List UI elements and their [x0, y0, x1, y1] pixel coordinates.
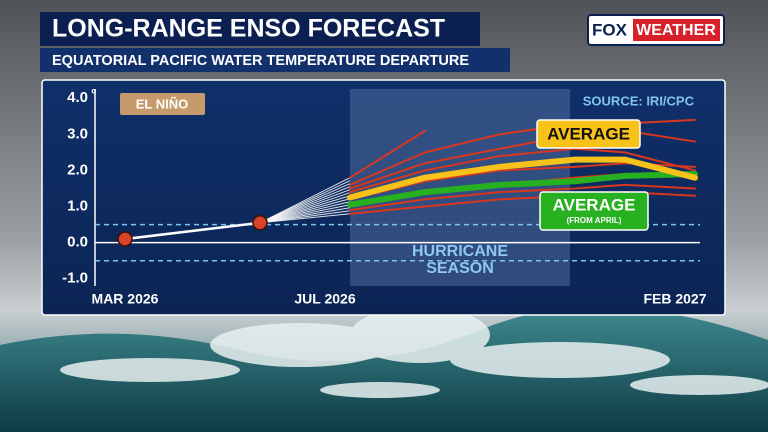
legend-box	[539, 191, 649, 231]
uncertainty-hatch	[259, 177, 351, 224]
average-line	[347, 156, 698, 201]
model-line	[349, 147, 696, 194]
y-tick-label: 4.0	[67, 89, 88, 106]
model-line	[349, 129, 426, 179]
legend-label: AVERAGE	[547, 124, 630, 143]
observed-point	[117, 231, 133, 247]
hurricane-season-label: SEASON	[426, 260, 494, 277]
logo-red	[633, 19, 720, 41]
badge-box	[120, 93, 205, 115]
hurricane-season-label: HURRICANE	[412, 243, 508, 260]
background-sea	[0, 307, 768, 432]
legend-box	[536, 119, 641, 149]
observed-point	[252, 215, 268, 231]
x-tick-label: MAR 2026	[92, 291, 159, 307]
y-tick-label: -1.0	[62, 270, 88, 287]
y-tick-label: 1.0	[67, 198, 88, 215]
plot: 4.0 3.0 2.0 1.0 0.0 -1.0 ° MAR 2026 JUL 2026 FEB …	[62, 86, 707, 307]
average-line	[347, 171, 698, 208]
model-line	[349, 183, 696, 212]
legend-label: AVERAGE	[553, 195, 636, 214]
y-unit: °	[91, 86, 97, 102]
y-tick-label: 0.0	[67, 234, 88, 251]
legend-note: (FROM APRIL)	[567, 216, 622, 225]
observed-line	[123, 221, 262, 241]
subtitle: EQUATORIAL PACIFIC WATER TEMPERATURE DEP…	[52, 53, 469, 69]
source: SOURCE: IRI/CPC	[583, 93, 695, 108]
wave-foam	[60, 307, 768, 398]
subtitle-bar	[40, 48, 510, 72]
logo-fox: FOX	[592, 20, 628, 39]
title-bar	[40, 12, 480, 46]
title: LONG-RANGE ENSO FORECAST	[52, 15, 445, 43]
y-tick-label: 3.0	[67, 125, 88, 142]
x-tick-label: JUL 2026	[294, 291, 355, 307]
y-tick-label: 2.0	[67, 161, 88, 178]
logo-weather: WEATHER	[636, 22, 716, 39]
x-tick-label: FEB 2027	[643, 291, 706, 307]
badge: EL NIÑO	[136, 96, 189, 111]
brand-logo: FOX WEATHER	[587, 14, 725, 46]
